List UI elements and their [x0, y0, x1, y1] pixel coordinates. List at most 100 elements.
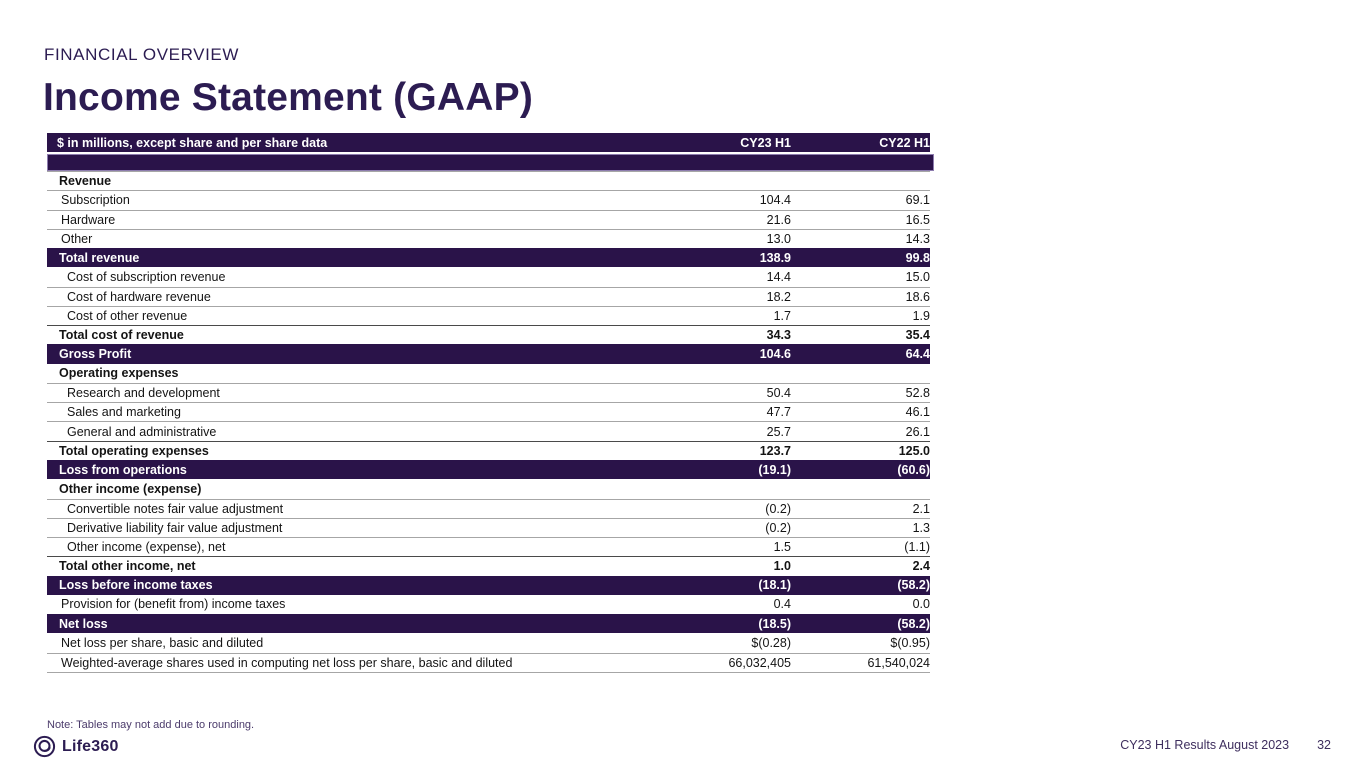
row-value-cy22: 2.4: [912, 559, 930, 574]
row-label: Subscription: [61, 193, 130, 208]
row-label: Cost of hardware revenue: [67, 289, 211, 304]
row-value-cy23: 13.0: [766, 231, 791, 246]
row-label: Research and development: [67, 386, 220, 401]
row-value-cy23: 21.6: [766, 212, 791, 227]
table-row: Sales and marketing 47.7 46.1: [47, 402, 930, 421]
row-value-cy23: 25.7: [766, 424, 791, 439]
table-row: Net loss per share, basic and diluted $(…: [47, 633, 930, 652]
row-value-cy23: 1.0: [773, 559, 791, 574]
income-statement-table: $ in millions, except share and per shar…: [47, 133, 934, 673]
row-label: Gross Profit: [59, 347, 132, 362]
table-row: Subscription 104.4 69.1: [47, 190, 930, 209]
table-row: Cost of subscription revenue 14.4 15.0: [47, 267, 930, 286]
row-value-cy22: 69.1: [905, 193, 930, 208]
table-row: Revenue: [47, 171, 930, 190]
row-value-cy23: 138.9: [759, 250, 791, 265]
row-value-cy22: 46.1: [905, 405, 930, 420]
table-row: Provision for (benefit from) income taxe…: [47, 595, 930, 614]
row-value-cy23: (0.2): [765, 501, 791, 516]
table-row: Other 13.0 14.3: [47, 228, 930, 248]
row-value-cy23: 34.3: [766, 328, 791, 343]
row-value-cy23: (18.1): [758, 578, 791, 593]
row-value-cy23: 123.7: [759, 443, 791, 458]
row-label: Other income (expense), net: [67, 540, 226, 555]
row-value-cy23: 14.4: [766, 269, 791, 284]
row-value-cy22: 64.4: [905, 347, 930, 362]
row-value-cy22: 52.8: [905, 386, 930, 401]
row-value-cy22: (60.6): [897, 462, 930, 477]
row-value-cy22: 61,540,024: [867, 655, 930, 670]
table-row: Total cost of revenue 34.3 35.4: [47, 325, 930, 344]
row-value-cy22: (58.2): [897, 578, 930, 593]
row-label: Other income (expense): [59, 481, 202, 496]
table-row: Total revenue 138.9 99.8: [47, 248, 930, 268]
row-label: Cost of other revenue: [67, 308, 188, 323]
row-value-cy23: $(0.28): [751, 636, 791, 650]
table-row: Convertible notes fair value adjustment …: [47, 498, 930, 518]
row-label: Total operating expenses: [59, 443, 209, 458]
header-separator-line: [47, 152, 930, 154]
row-value-cy22: 2.1: [912, 501, 930, 516]
table-header-cy23: CY23 H1: [740, 135, 791, 150]
row-value-cy22: 1.9: [912, 308, 930, 323]
row-label: Convertible notes fair value adjustment: [67, 501, 284, 516]
row-label: Other: [61, 231, 93, 246]
row-value-cy22: (58.2): [897, 616, 930, 631]
row-value-cy23: 1.5: [773, 540, 791, 555]
table-row: Other income (expense), net 1.5 (1.1): [47, 537, 930, 556]
row-label: Weighted-average shares used in computin…: [61, 655, 513, 670]
row-label: Derivative liability fair value adjustme…: [67, 520, 283, 535]
row-value-cy23: (0.2): [765, 520, 791, 535]
row-value-cy22: 15.0: [905, 269, 930, 284]
row-value-cy23: 18.2: [766, 289, 791, 304]
row-value-cy23: 66,032,405: [728, 655, 791, 670]
row-value-cy23: 50.4: [766, 386, 791, 401]
row-label: Total cost of revenue: [59, 328, 184, 343]
table-row: Loss before income taxes (18.1) (58.2): [47, 575, 930, 595]
table-row: Total operating expenses 123.7 125.0: [47, 440, 930, 460]
header-spacer-band: [47, 154, 934, 171]
footer-right: CY23 H1 Results August 2023 32: [1120, 738, 1331, 752]
footer-results-label: CY23 H1 Results August 2023: [1120, 738, 1290, 752]
row-label: Cost of subscription revenue: [67, 269, 226, 284]
life360-spiral-icon: [33, 735, 56, 758]
row-value-cy22: (1.1): [904, 540, 930, 555]
row-label: Operating expenses: [59, 366, 179, 381]
table-header-cy22: CY22 H1: [879, 135, 930, 150]
table-row: Research and development 50.4 52.8: [47, 382, 930, 402]
row-value-cy22: 26.1: [905, 424, 930, 439]
table-row: General and administrative 25.7 26.1: [47, 421, 930, 440]
row-value-cy23: 0.4: [773, 597, 791, 612]
row-value-cy22: 18.6: [905, 289, 930, 304]
row-value-cy23: (19.1): [758, 462, 791, 477]
row-value-cy23: 47.7: [766, 405, 791, 420]
page-title: Income Statement (GAAP): [43, 76, 534, 119]
row-label: Net loss: [59, 616, 108, 631]
brand-footer: Life360: [33, 735, 119, 758]
row-label: Revenue: [59, 174, 112, 189]
row-value-cy22: 1.3: [912, 520, 930, 535]
row-value-cy23: 104.6: [759, 347, 791, 362]
table-row: Weighted-average shares used in computin…: [47, 652, 930, 672]
row-value-cy22: 125.0: [898, 443, 930, 458]
table-row: Operating expenses: [47, 364, 930, 383]
table-row: Gross Profit 104.6 64.4: [47, 344, 930, 364]
row-value-cy23: 1.7: [773, 308, 791, 323]
brand-wordmark: Life360: [62, 737, 119, 755]
row-value-cy22: 0.0: [912, 597, 930, 612]
row-value-cy23: (18.5): [758, 616, 791, 631]
row-value-cy23: 104.4: [759, 193, 791, 208]
table-row: Loss from operations (19.1) (60.6): [47, 459, 930, 480]
row-value-cy22: $(0.95): [890, 636, 930, 650]
row-value-cy22: 99.8: [905, 250, 930, 265]
row-value-cy22: 16.5: [905, 212, 930, 227]
table-body: Revenue Subscription 104.4 69.1 Hardware…: [47, 171, 930, 673]
row-label: Total other income, net: [59, 559, 196, 574]
table-header-units-label: $ in millions, except share and per shar…: [57, 135, 328, 150]
table-row: Total other income, net 1.0 2.4: [47, 556, 930, 575]
row-label: Hardware: [61, 212, 116, 227]
row-label: Sales and marketing: [67, 405, 181, 420]
page-number: 32: [1317, 738, 1331, 752]
row-label: General and administrative: [67, 424, 217, 439]
